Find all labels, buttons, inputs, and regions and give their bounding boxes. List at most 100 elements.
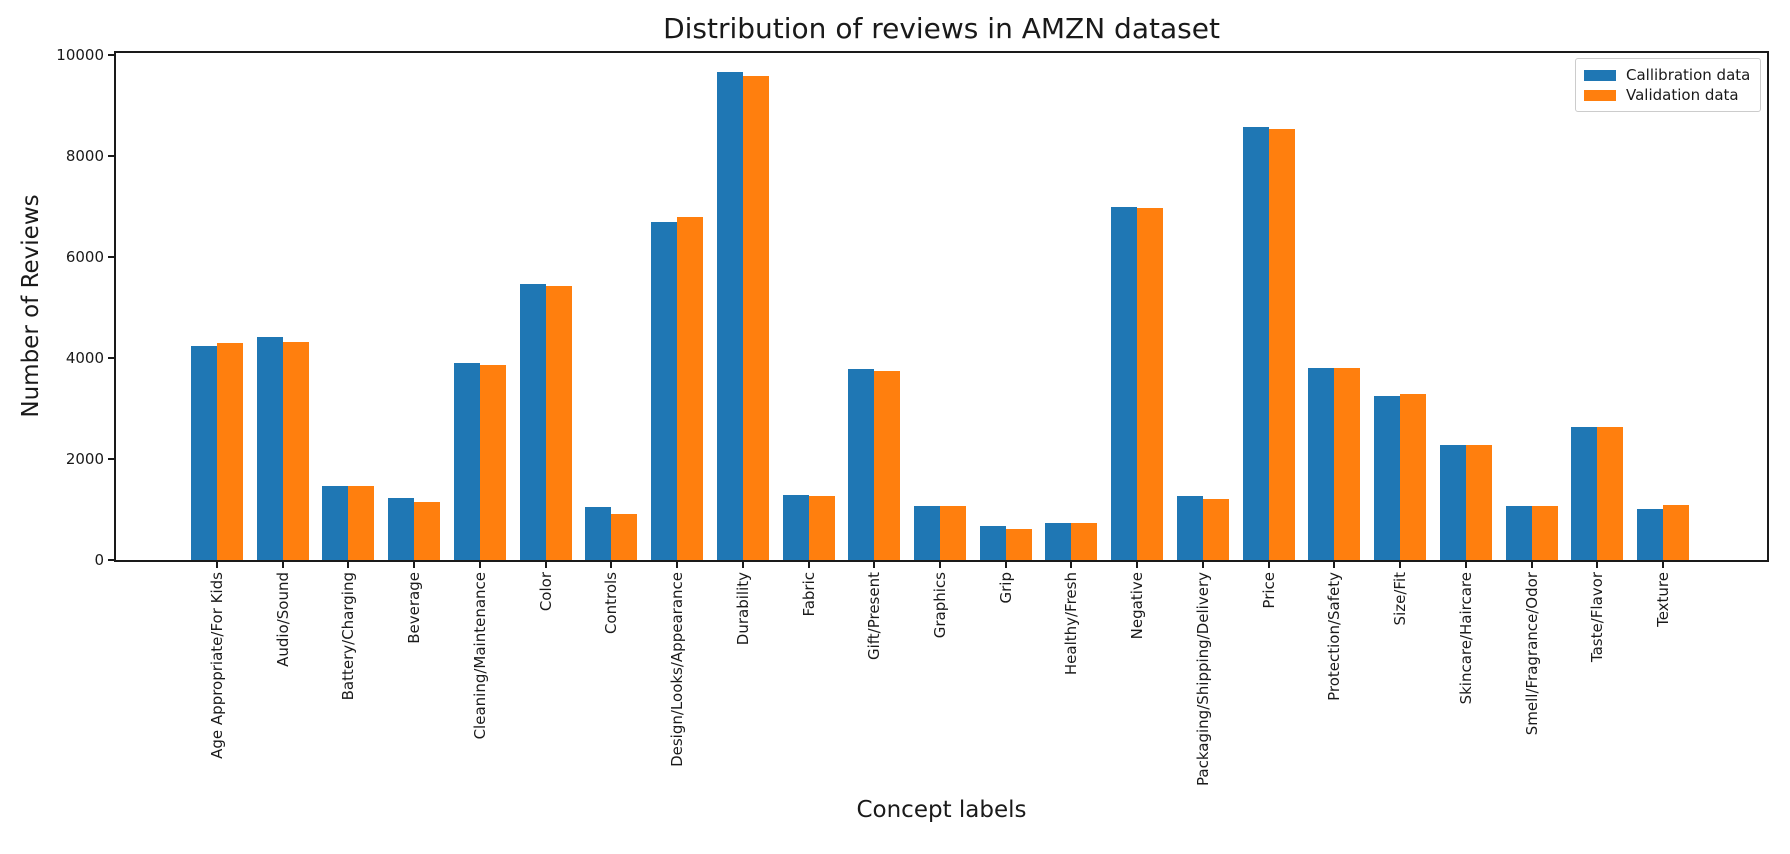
legend-swatch-callibration xyxy=(1584,69,1616,81)
y-tick xyxy=(108,256,114,258)
y-tick xyxy=(108,54,114,56)
x-tick-label: Negative xyxy=(1128,572,1146,640)
bar-callibration xyxy=(322,486,348,560)
legend-item-validation: Validation data xyxy=(1584,85,1752,105)
y-tick-label: 0 xyxy=(94,551,104,569)
bar-callibration xyxy=(454,363,480,560)
bar-validation xyxy=(348,486,374,560)
y-tick-label: 2000 xyxy=(65,450,104,468)
x-tick-label: Gift/Present xyxy=(865,572,883,661)
x-tick xyxy=(1005,562,1007,568)
bar-callibration xyxy=(1111,207,1137,560)
x-tick-label: Age Appropriate/For Kids xyxy=(208,572,226,759)
x-tick xyxy=(1333,562,1335,568)
x-tick-label: Taste/Flavor xyxy=(1588,572,1606,663)
bar-validation xyxy=(546,286,572,560)
bar-validation xyxy=(940,506,966,560)
bar-callibration xyxy=(585,507,611,560)
bar-callibration xyxy=(1308,368,1334,560)
x-tick xyxy=(1662,562,1664,568)
x-tick-label: Packaging/Shipping/Delivery xyxy=(1194,572,1212,786)
x-tick xyxy=(1531,562,1533,568)
y-tick xyxy=(108,155,114,157)
legend-label-callibration: Callibration data xyxy=(1626,66,1751,84)
x-tick xyxy=(282,562,284,568)
x-tick-label: Grip xyxy=(997,572,1015,604)
bar-validation xyxy=(1137,208,1163,560)
x-tick-label: Price xyxy=(1260,572,1278,609)
x-tick xyxy=(610,562,612,568)
y-tick-label: 8000 xyxy=(65,147,104,165)
x-tick xyxy=(1070,562,1072,568)
legend-swatch-validation xyxy=(1584,89,1616,101)
bar-callibration xyxy=(1440,445,1466,560)
x-tick xyxy=(1399,562,1401,568)
bar-validation xyxy=(1071,523,1097,560)
x-tick-label: Beverage xyxy=(405,572,423,644)
bar-validation xyxy=(611,514,637,560)
x-tick-label: Texture xyxy=(1654,572,1672,627)
x-tick-label: Cleaning/Maintenance xyxy=(471,572,489,740)
x-axis-label: Concept labels xyxy=(856,797,1027,823)
bar-validation xyxy=(1400,394,1426,560)
bar-callibration xyxy=(848,369,874,560)
y-tick-label: 6000 xyxy=(65,248,104,266)
x-tick-label: Audio/Sound xyxy=(274,572,292,667)
bar-validation xyxy=(1663,505,1689,560)
bar-callibration xyxy=(1177,496,1203,560)
bar-validation xyxy=(217,343,243,560)
legend: Callibration data Validation data xyxy=(1575,58,1761,112)
x-tick xyxy=(1136,562,1138,568)
bar-validation xyxy=(1532,506,1558,560)
bar-callibration xyxy=(783,495,809,560)
y-tick xyxy=(108,559,114,561)
bar-callibration xyxy=(1374,396,1400,560)
y-tick-label: 10000 xyxy=(56,46,104,64)
x-tick xyxy=(545,562,547,568)
bar-callibration xyxy=(717,72,743,560)
bar-callibration xyxy=(1045,523,1071,560)
y-axis-label: Number of Reviews xyxy=(18,194,44,418)
bar-validation xyxy=(1597,427,1623,560)
bar-callibration xyxy=(1571,427,1597,560)
x-tick-label: Protection/Safety xyxy=(1325,572,1343,701)
x-tick xyxy=(676,562,678,568)
bar-callibration xyxy=(914,506,940,560)
x-tick xyxy=(1465,562,1467,568)
x-tick xyxy=(413,562,415,568)
chart-title: Distribution of reviews in AMZN dataset xyxy=(663,12,1220,45)
bar-callibration xyxy=(191,346,217,560)
bar-callibration xyxy=(1637,509,1663,560)
bar-callibration xyxy=(980,526,1006,560)
x-tick-label: Smell/Fragrance/Odor xyxy=(1523,572,1541,736)
bar-callibration xyxy=(520,284,546,560)
bar-validation xyxy=(677,217,703,560)
bar-validation xyxy=(480,365,506,560)
bar-validation xyxy=(1269,129,1295,560)
x-tick-label: Durability xyxy=(734,572,752,646)
x-tick-label: Design/Looks/Appearance xyxy=(668,572,686,767)
x-tick xyxy=(216,562,218,568)
x-tick-label: Battery/Charging xyxy=(339,572,357,701)
bar-callibration xyxy=(1243,127,1269,560)
x-tick xyxy=(742,562,744,568)
bar-validation xyxy=(1006,529,1032,560)
bar-validation xyxy=(1466,445,1492,560)
plot-area xyxy=(114,51,1769,562)
bar-validation xyxy=(414,502,440,560)
x-tick xyxy=(479,562,481,568)
bar-validation xyxy=(874,371,900,560)
bar-validation xyxy=(809,496,835,560)
x-tick xyxy=(1202,562,1204,568)
x-tick xyxy=(1596,562,1598,568)
bar-validation xyxy=(743,76,769,560)
bar-validation xyxy=(1334,368,1360,560)
bar-validation xyxy=(1203,499,1229,560)
bar-callibration xyxy=(1506,506,1532,560)
x-tick-label: Skincare/Haircare xyxy=(1457,572,1475,705)
x-tick-label: Fabric xyxy=(800,572,818,617)
y-tick xyxy=(108,357,114,359)
x-tick xyxy=(939,562,941,568)
x-tick xyxy=(808,562,810,568)
